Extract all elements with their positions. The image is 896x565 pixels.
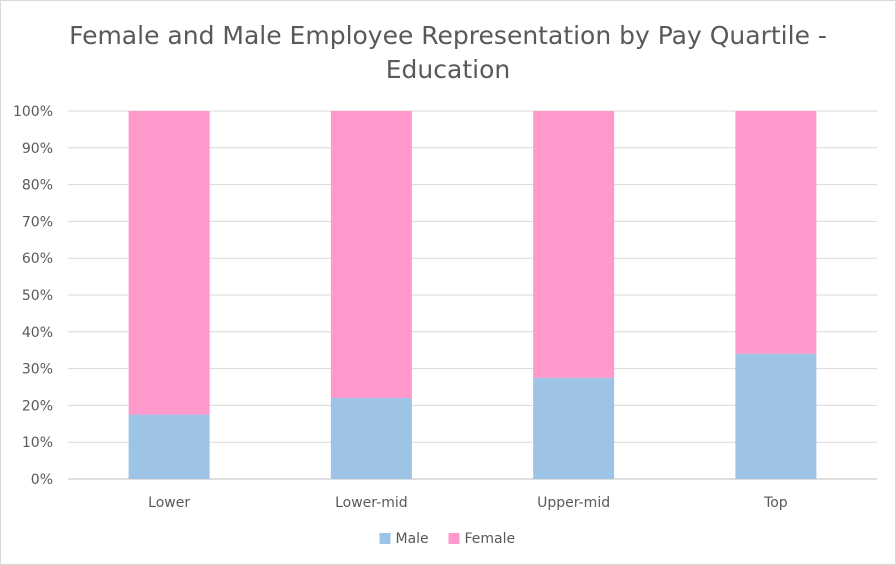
y-tick-label: 10% — [22, 435, 53, 451]
x-tick-label: Lower — [148, 495, 190, 511]
y-tick-label: 40% — [22, 325, 53, 341]
chart-title-line-1: Female and Male Employee Representation … — [69, 21, 827, 50]
bar-female-top — [735, 111, 817, 354]
bar-male-lower-mid — [330, 398, 412, 479]
bar-female-upper-mid — [533, 111, 615, 378]
x-tick-label: Lower-mid — [335, 495, 408, 511]
bar-male-upper-mid — [533, 377, 615, 479]
y-tick-label: 100% — [13, 104, 53, 120]
x-tick-label: Upper-mid — [537, 495, 610, 511]
chart-title: Female and Male Employee Representation … — [1, 19, 895, 87]
y-tick-label: 80% — [22, 178, 53, 194]
legend-swatch-female — [448, 533, 460, 544]
y-tick-label: 20% — [22, 398, 53, 414]
bar-male-top — [735, 353, 817, 479]
y-tick-label: 90% — [22, 141, 53, 157]
bar-female-lower — [128, 111, 210, 415]
y-tick-label: 50% — [22, 288, 53, 304]
y-tick-label: 70% — [22, 214, 53, 230]
legend-swatch-male — [379, 533, 391, 544]
legend-label-female: Female — [465, 531, 516, 547]
bar-female-lower-mid — [330, 111, 412, 399]
legend-label-male: Male — [396, 531, 429, 547]
y-tick-label: 30% — [22, 362, 53, 378]
chart-title-line-2: Education — [385, 55, 511, 84]
x-tick-label: Top — [763, 495, 788, 511]
y-tick-label: 60% — [22, 251, 53, 267]
bar-male-lower — [128, 414, 210, 479]
y-tick-label: 0% — [31, 472, 53, 488]
